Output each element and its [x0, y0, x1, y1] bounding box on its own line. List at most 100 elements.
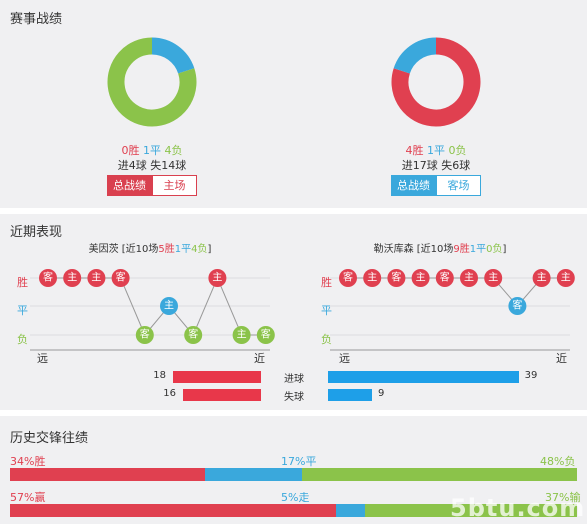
h2h-win-pct: 34%胜: [10, 455, 46, 468]
home-form-match-venue: 主: [91, 272, 101, 284]
home-row-draw-label: 平: [17, 304, 28, 317]
home-form-match-dot[interactable]: [232, 326, 251, 344]
away-form-match-dot[interactable]: [508, 297, 527, 315]
away-form-match-dot[interactable]: [363, 269, 382, 287]
home-draw-count: 1平: [143, 144, 161, 157]
away-form-match-dot[interactable]: [484, 269, 503, 287]
recent-title: 近期表现: [10, 225, 63, 240]
home-form-match-venue: 主: [164, 300, 174, 312]
away-form-match-dot[interactable]: [435, 269, 454, 287]
away-conceded-bar: [328, 389, 372, 401]
home-goals: 进4球 失14球: [117, 159, 187, 172]
away-conceded-value: 9: [378, 388, 385, 399]
away-donut-draw-slice: [393, 37, 437, 74]
home-form-match-dot[interactable]: [160, 297, 178, 315]
away-form-match-dot[interactable]: [532, 269, 551, 287]
h2h-result-bar: [10, 468, 577, 481]
away-row-draw-label: 平: [321, 304, 332, 317]
home-form-summary: 美因茨 [近10场5胜1平4负]: [88, 244, 212, 255]
h2h-loss-segment: [302, 468, 577, 481]
away-form-match-venue: 主: [464, 272, 474, 284]
away-tab-venue[interactable]: 客场: [436, 175, 481, 196]
home-form-match-dot[interactable]: [87, 269, 106, 287]
h2h-cover-pct: 57%赢: [10, 491, 46, 504]
home-form-match-dot[interactable]: [208, 269, 227, 287]
h2h-title: 历史交锋往绩: [10, 431, 89, 446]
away-record-donut: [391, 37, 481, 127]
away-donut-win-slice: [391, 37, 481, 127]
home-form-match-venue: 主: [237, 329, 247, 341]
away-form-line: [348, 277, 566, 307]
away-row-loss-label: 负: [321, 333, 332, 346]
home-scored-bar: [173, 371, 261, 383]
away-form-chart: 客主客主客主主客主主: [330, 269, 575, 351]
home-tab-venue[interactable]: 主场: [152, 175, 197, 196]
away-form-match-venue: 主: [416, 272, 426, 284]
away-win-count: 4胜: [405, 144, 424, 157]
away-form-match-dot[interactable]: [387, 269, 406, 287]
away-draw-count: 1平: [427, 144, 445, 157]
home-form-match-dot[interactable]: [256, 326, 275, 344]
away-form-match-dot[interactable]: [556, 269, 575, 287]
home-record-donut: [107, 37, 197, 127]
conceded-label: 失球: [284, 392, 304, 403]
home-donut-loss-slice: [107, 37, 197, 127]
home-form-match-dot[interactable]: [39, 269, 57, 287]
away-goals: 进17球 失6球: [401, 159, 471, 172]
h2h-push-segment: [336, 504, 366, 517]
record-title: 赛事战绩: [10, 12, 63, 27]
away-form-match-venue: 主: [367, 272, 377, 284]
away-scored-bar: [328, 371, 519, 383]
home-conceded-bar: [182, 389, 261, 401]
away-form-match-venue: 客: [512, 299, 522, 312]
away-far-label: 远: [339, 352, 350, 365]
h2h-loss-pct: 48%负: [540, 455, 576, 468]
away-near-label: 近: [556, 352, 567, 365]
h2h-push-pct: 5%走: [281, 491, 310, 504]
away-form-match-venue: 主: [537, 272, 547, 284]
away-form-match-dot[interactable]: [339, 269, 357, 287]
home-form-match-venue: 客: [116, 271, 126, 284]
h2h-win-segment: [10, 468, 205, 481]
home-donut-draw-slice: [151, 37, 195, 74]
away-tab-overall[interactable]: 总战绩: [391, 175, 436, 196]
away-form-match-venue: 客: [391, 271, 401, 284]
away-loss-count: 0负: [448, 144, 467, 157]
recent-form-panel: 近期表现 美因茨 [近10场5胜1平4负] 勒沃库森 [近10场9胜1平0负] …: [0, 214, 587, 410]
home-team-name: 美因茨: [88, 244, 119, 255]
away-form-match-dot[interactable]: [411, 269, 430, 287]
away-team-name: 勒沃库森: [373, 244, 414, 255]
home-form-match-venue: 客: [188, 328, 198, 341]
h2h-lose-segment: [365, 504, 577, 517]
home-form-match-dot[interactable]: [111, 269, 130, 287]
record-panel: 赛事战绩 0胜 1平 4负 进4球 失14球 总战绩 主场 4胜 1平 0负 进…: [0, 0, 587, 208]
h2h-panel: 历史交锋往绩 34%胜 17%平 48%负 57%赢 5%走 37%输 5btu…: [0, 416, 587, 524]
home-wdl: 0胜 1平 4负: [107, 142, 197, 158]
away-form-match-venue: 主: [488, 272, 498, 284]
away-row-win-label: 胜: [321, 276, 332, 289]
home-conceded-value: 16: [163, 388, 176, 399]
watermark: 5btu.com: [450, 494, 586, 522]
away-form-match-venue: 客: [343, 271, 353, 284]
h2h-lose-pct: 37%输: [545, 491, 581, 504]
home-form-match-venue: 客: [43, 271, 53, 284]
home-form-match-venue: 主: [67, 272, 77, 284]
home-form-match-dot[interactable]: [184, 326, 203, 344]
h2h-draw-pct: 17%平: [281, 455, 317, 468]
scored-label: 进球: [284, 374, 304, 385]
home-form-match-venue: 客: [261, 328, 271, 341]
home-tab-overall[interactable]: 总战绩: [107, 175, 152, 196]
home-scored-value: 18: [153, 370, 166, 381]
home-form-match-dot[interactable]: [135, 326, 154, 344]
home-far-label: 远: [37, 352, 48, 365]
home-form-match-venue: 客: [140, 328, 150, 341]
away-form-summary: 勒沃库森 [近10场9胜1平0负]: [373, 244, 507, 255]
home-form-match-dot[interactable]: [63, 269, 82, 287]
h2h-draw-segment: [204, 468, 303, 481]
away-form-match-dot[interactable]: [460, 269, 478, 287]
h2h-handicap-bar: [10, 504, 577, 517]
home-form-match-venue: 主: [212, 272, 222, 284]
home-win-count: 0胜: [121, 144, 140, 157]
home-form-chart: 客主主客客主客主主客: [30, 269, 275, 351]
home-form-line: [48, 276, 266, 336]
